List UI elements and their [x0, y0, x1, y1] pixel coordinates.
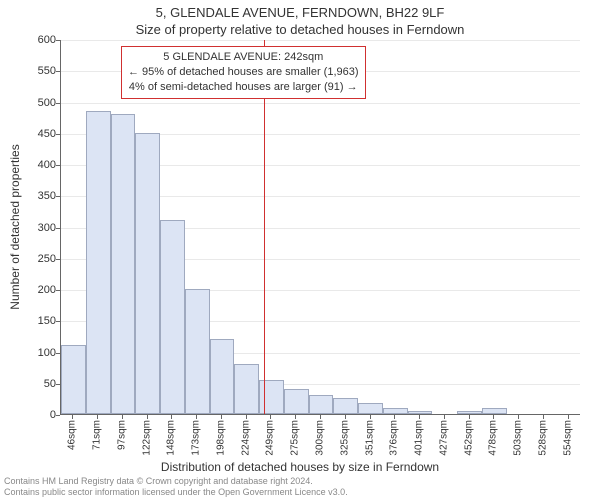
histogram-bar [135, 133, 160, 414]
histogram-bar [309, 395, 334, 414]
x-tick-label: 528sqm [537, 420, 548, 456]
y-tick-label: 500 [6, 97, 56, 109]
source-line-1: Contains HM Land Registry data © Crown c… [4, 476, 348, 487]
x-tick-label: 452sqm [463, 420, 474, 456]
x-tick-label: 46sqm [67, 420, 78, 450]
x-tick-label: 122sqm [141, 420, 152, 456]
x-tick-mark [72, 415, 73, 419]
y-tick-label: 450 [6, 128, 56, 140]
y-tick-label: 400 [6, 159, 56, 171]
x-tick-label: 97sqm [116, 420, 127, 450]
histogram-bar [259, 380, 284, 414]
x-tick-mark [147, 415, 148, 419]
x-tick-mark [122, 415, 123, 419]
gridline [61, 103, 580, 104]
x-tick-label: 224sqm [240, 420, 251, 456]
title-line-1: 5, GLENDALE AVENUE, FERNDOWN, BH22 9LF [0, 5, 600, 20]
x-tick-mark [345, 415, 346, 419]
x-tick-label: 351sqm [364, 420, 375, 456]
gridline [61, 40, 580, 41]
x-tick-mark [444, 415, 445, 419]
y-tick-label: 50 [6, 378, 56, 390]
x-tick-label: 275sqm [290, 420, 301, 456]
x-tick-mark [394, 415, 395, 419]
annotation-line-2: ← 95% of detached houses are smaller (1,… [128, 65, 359, 80]
histogram-bar [284, 389, 309, 414]
x-tick-mark [171, 415, 172, 419]
annotation-line-3: 4% of semi-detached houses are larger (9… [128, 80, 359, 95]
x-tick-mark [295, 415, 296, 419]
x-tick-label: 300sqm [315, 420, 326, 456]
x-tick-mark [196, 415, 197, 419]
histogram-bar [61, 345, 86, 414]
x-tick-label: 173sqm [191, 420, 202, 456]
x-tick-label: 148sqm [166, 420, 177, 456]
x-axis-label: Distribution of detached houses by size … [0, 460, 600, 474]
histogram-bar [358, 403, 383, 414]
x-tick-mark [97, 415, 98, 419]
x-tick-mark [419, 415, 420, 419]
x-tick-label: 249sqm [265, 420, 276, 456]
x-tick-mark [370, 415, 371, 419]
histogram-bar [482, 408, 507, 414]
histogram-bar [86, 111, 111, 414]
histogram-bar [333, 398, 358, 414]
x-tick-label: 71sqm [92, 420, 103, 450]
histogram-bar [160, 220, 185, 414]
x-tick-mark [469, 415, 470, 419]
histogram-bar [408, 411, 433, 414]
x-tick-mark [543, 415, 544, 419]
annotation-line-1: 5 GLENDALE AVENUE: 242sqm [128, 50, 359, 65]
y-tick-label: 100 [6, 347, 56, 359]
x-tick-label: 401sqm [414, 420, 425, 456]
x-tick-label: 376sqm [389, 420, 400, 456]
y-tick-label: 200 [6, 284, 56, 296]
x-tick-label: 554sqm [562, 420, 573, 456]
histogram-bar [185, 289, 210, 414]
histogram-bar [210, 339, 235, 414]
x-tick-mark [270, 415, 271, 419]
x-tick-mark [518, 415, 519, 419]
x-tick-mark [320, 415, 321, 419]
x-tick-label: 427sqm [438, 420, 449, 456]
plot-area: 5 GLENDALE AVENUE: 242sqm← 95% of detach… [60, 40, 580, 415]
x-tick-mark [568, 415, 569, 419]
histogram-bar [234, 364, 259, 414]
x-tick-mark [493, 415, 494, 419]
y-tick-label: 250 [6, 253, 56, 265]
x-tick-mark [221, 415, 222, 419]
figure: 5, GLENDALE AVENUE, FERNDOWN, BH22 9LF S… [0, 0, 600, 500]
y-tick-label: 300 [6, 222, 56, 234]
y-tick-label: 150 [6, 315, 56, 327]
source-attribution: Contains HM Land Registry data © Crown c… [4, 476, 348, 498]
x-tick-label: 325sqm [339, 420, 350, 456]
histogram-bar [383, 408, 408, 414]
y-tick-label: 550 [6, 65, 56, 77]
y-tick-label: 600 [6, 34, 56, 46]
y-tick-mark [56, 415, 60, 416]
x-tick-label: 198sqm [215, 420, 226, 456]
histogram-bar [111, 114, 136, 414]
y-tick-label: 350 [6, 190, 56, 202]
x-tick-mark [246, 415, 247, 419]
x-tick-label: 503sqm [513, 420, 524, 456]
title-line-2: Size of property relative to detached ho… [0, 22, 600, 37]
source-line-2: Contains public sector information licen… [4, 487, 348, 498]
histogram-bar [457, 411, 482, 414]
x-tick-label: 478sqm [488, 420, 499, 456]
annotation-box: 5 GLENDALE AVENUE: 242sqm← 95% of detach… [121, 46, 366, 99]
y-tick-label: 0 [6, 409, 56, 421]
